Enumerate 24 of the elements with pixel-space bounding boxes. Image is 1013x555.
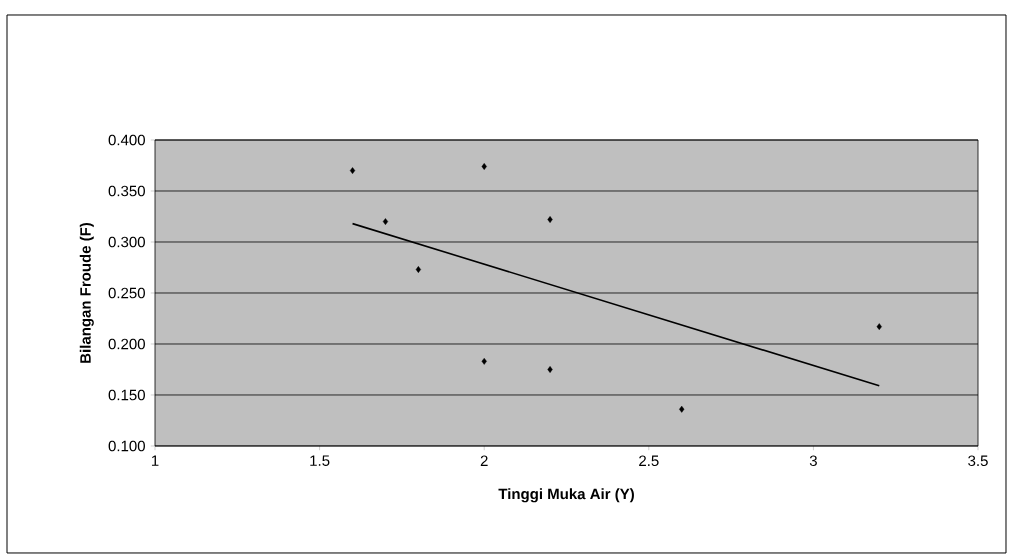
x-axis-title: Tinggi Muka Air (Y) (498, 488, 634, 503)
y-tick-label: 0.400 (108, 134, 145, 146)
y-tick-label: 0.350 (108, 185, 145, 197)
point (679, 405, 685, 413)
x-tick-label: 2.5 (639, 455, 659, 467)
y-tick-label: 0.100 (108, 440, 145, 452)
x-tick-label: 3.5 (968, 455, 988, 467)
point (547, 216, 553, 223)
y-tick-label: 0.150 (108, 389, 145, 401)
y-tick-label: 0.200 (108, 338, 145, 350)
x-tick-label: 3 (809, 455, 817, 467)
y-tick-label: 0.250 (108, 287, 145, 299)
point (382, 218, 389, 225)
point (415, 266, 421, 273)
y-tick-label: 0.300 (108, 236, 145, 248)
x-tick-label: 1.5 (310, 455, 330, 466)
y-axis-title: Bilangan Froude (F) (79, 222, 94, 363)
point (876, 323, 882, 331)
point (481, 163, 487, 170)
x-tick-label: 1 (151, 455, 159, 466)
point (481, 357, 487, 365)
x-tick-label: 2 (480, 455, 488, 466)
point (349, 167, 356, 174)
point (547, 366, 553, 373)
